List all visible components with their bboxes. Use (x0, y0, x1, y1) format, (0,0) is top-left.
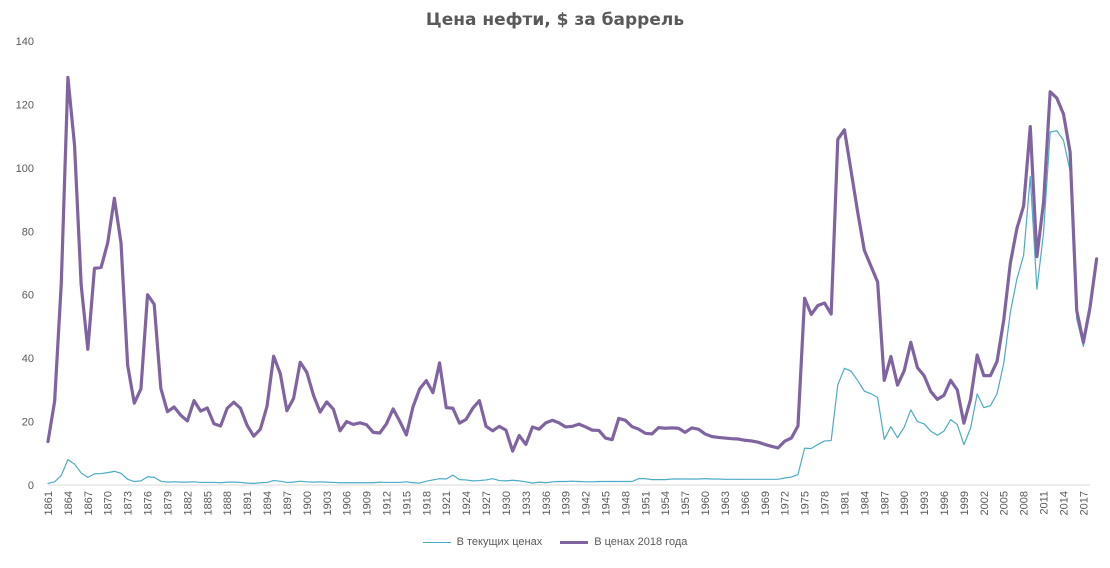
legend-swatch-2018-prices (560, 540, 589, 544)
x-tick-label: 1912 (381, 491, 393, 515)
x-tick-label: 1936 (541, 491, 553, 515)
y-tick-label: 80 (22, 226, 34, 238)
x-tick-label: 1996 (939, 491, 951, 515)
legend: В текущих ценах В ценах 2018 года (0, 536, 1110, 548)
x-tick-label: 1969 (760, 491, 772, 515)
y-axis-ticks: 0 20 40 60 80 100 120 140 (16, 36, 34, 492)
x-tick-label: 1993 (919, 491, 931, 515)
x-tick-label: 1861 (43, 491, 55, 515)
x-tick-label: 1960 (700, 491, 712, 515)
x-tick-label: 1882 (182, 491, 194, 515)
x-tick-label: 1963 (720, 491, 732, 515)
x-tick-label: 1972 (780, 491, 792, 515)
x-tick-label: 1945 (601, 491, 613, 515)
x-tick-label: 1951 (640, 491, 652, 515)
series-lines (46, 75, 1099, 485)
x-tick-label: 1900 (302, 491, 314, 515)
x-axis-ticks: 1861 1864 1867 1870 1873 1876 1879 1882 1885 1888… (43, 491, 1090, 515)
x-tick-label: 2002 (979, 491, 991, 515)
x-tick-label: 1873 (123, 491, 135, 515)
x-tick-label: 1978 (820, 491, 832, 515)
chart-title: Цена нефти, $ за баррель (425, 10, 685, 30)
x-tick-label: 2011 (1039, 491, 1051, 515)
legend-label-current-prices: В текущих ценах (456, 536, 543, 548)
x-tick-label: 2005 (999, 491, 1011, 515)
legend-item-current-prices: В текущих ценах (422, 536, 543, 548)
x-tick-label: 1876 (143, 491, 155, 515)
x-tick-label: 1981 (839, 491, 851, 515)
y-tick-label: 60 (22, 290, 34, 302)
y-tick-label: 40 (22, 353, 34, 365)
x-tick-label: 1906 (342, 491, 354, 515)
x-tick-label: 1924 (461, 491, 473, 515)
x-tick-label: 1942 (581, 491, 593, 515)
x-tick-label: 1891 (242, 491, 254, 515)
y-tick-label: 100 (16, 163, 34, 175)
x-tick-label: 1939 (561, 491, 573, 515)
x-tick-label: 1966 (740, 491, 752, 515)
x-tick-label: 1885 (202, 491, 214, 515)
x-tick-label: 1999 (959, 491, 971, 515)
x-tick-label: 1918 (421, 491, 433, 515)
x-tick-label: 1933 (521, 491, 533, 515)
x-tick-label: 1879 (162, 491, 174, 515)
x-tick-label: 2008 (1019, 491, 1031, 515)
x-tick-label: 1909 (362, 491, 374, 515)
x-tick-label: 1921 (441, 491, 453, 515)
series-line-1 (46, 75, 1099, 453)
x-tick-label: 1948 (620, 491, 632, 515)
x-tick-label: 1927 (481, 491, 493, 515)
x-tick-label: 1903 (322, 491, 334, 515)
legend-swatch-current-prices (422, 541, 451, 543)
x-tick-label: 2014 (1058, 491, 1070, 515)
x-tick-label: 1957 (680, 491, 692, 515)
legend-label-2018-prices: В ценах 2018 года (594, 536, 688, 548)
x-tick-label: 1930 (501, 491, 513, 515)
x-tick-label: 1888 (222, 491, 234, 515)
x-tick-label: 1894 (262, 491, 274, 515)
y-tick-label: 120 (16, 99, 34, 111)
x-tick-label: 1987 (879, 491, 891, 515)
x-tick-label: 1870 (103, 491, 115, 515)
x-tick-label: 1867 (83, 491, 95, 515)
y-tick-label: 140 (16, 36, 34, 48)
x-tick-label: 1984 (859, 491, 871, 515)
x-tick-label: 1897 (282, 491, 294, 515)
legend-item-2018-prices: В ценах 2018 года (560, 536, 687, 548)
y-tick-label: 20 (22, 417, 34, 429)
x-tick-label: 1975 (800, 491, 812, 515)
x-tick-label: 1864 (63, 491, 75, 515)
x-tick-label: 1990 (899, 491, 911, 515)
y-tick-label: 0 (28, 480, 34, 492)
x-tick-label: 2017 (1078, 491, 1090, 515)
x-tick-label: 1915 (401, 491, 413, 515)
series-line-0 (47, 130, 1098, 485)
x-tick-label: 1954 (660, 491, 672, 515)
